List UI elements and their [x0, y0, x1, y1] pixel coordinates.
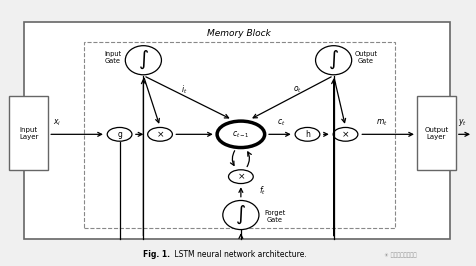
Text: Forget
Gate: Forget Gate — [264, 210, 285, 223]
Text: $o_t$: $o_t$ — [293, 84, 302, 95]
Text: LSTM neural network architecture.: LSTM neural network architecture. — [171, 250, 306, 259]
Text: $\times$: $\times$ — [236, 172, 245, 181]
Text: $i_t$: $i_t$ — [180, 83, 187, 95]
FancyBboxPatch shape — [24, 22, 449, 239]
Text: g: g — [117, 130, 122, 139]
FancyBboxPatch shape — [84, 42, 395, 228]
Circle shape — [217, 121, 264, 148]
Text: ☀ 当安通过机器学习: ☀ 当安通过机器学习 — [383, 252, 416, 257]
Text: Input
Layer: Input Layer — [19, 127, 39, 139]
Text: $x_i$: $x_i$ — [53, 117, 61, 128]
Circle shape — [295, 127, 319, 141]
Text: $y_t$: $y_t$ — [456, 117, 466, 128]
Text: $f_t$: $f_t$ — [258, 185, 265, 197]
Text: $\times$: $\times$ — [341, 130, 349, 139]
Ellipse shape — [222, 201, 258, 230]
Text: $c_t$: $c_t$ — [277, 117, 285, 128]
Text: h: h — [304, 130, 309, 139]
Text: $m_t$: $m_t$ — [376, 117, 387, 128]
Ellipse shape — [315, 46, 351, 75]
FancyBboxPatch shape — [9, 96, 48, 170]
Text: Input
Gate: Input Gate — [104, 51, 121, 64]
Text: $\int$: $\int$ — [327, 49, 338, 71]
FancyBboxPatch shape — [416, 96, 455, 170]
Circle shape — [148, 127, 172, 141]
Text: $c_{t-1}$: $c_{t-1}$ — [231, 129, 249, 140]
Text: $\int$: $\int$ — [138, 49, 149, 71]
Ellipse shape — [125, 46, 161, 75]
Text: $\int$: $\int$ — [235, 204, 246, 226]
Circle shape — [332, 127, 357, 141]
Text: Fig. 1.: Fig. 1. — [143, 250, 170, 259]
Circle shape — [228, 170, 253, 184]
Text: Output
Gate: Output Gate — [354, 51, 377, 64]
Text: $\times$: $\times$ — [156, 130, 164, 139]
Circle shape — [107, 127, 132, 141]
Text: Output
Layer: Output Layer — [423, 127, 447, 139]
Text: Memory Block: Memory Block — [206, 29, 270, 38]
